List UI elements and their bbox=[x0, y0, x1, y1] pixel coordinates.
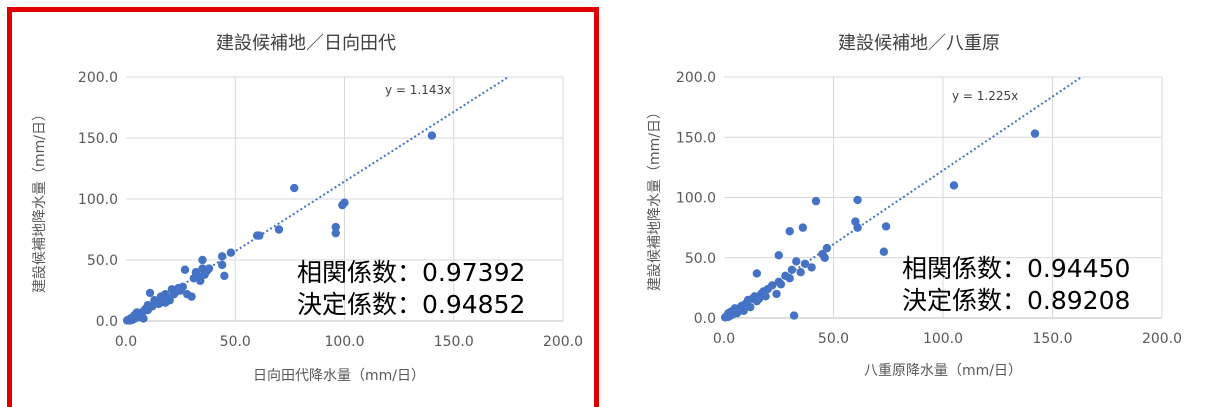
y-tick-label: 200.0 bbox=[78, 70, 118, 86]
x-tick-label: 50.0 bbox=[220, 334, 251, 350]
data-point bbox=[792, 257, 801, 266]
y-tick-label: 200.0 bbox=[676, 70, 716, 86]
data-point bbox=[853, 223, 862, 232]
chart-title: 建設候補地／日向田代 bbox=[216, 33, 396, 54]
data-point bbox=[145, 288, 155, 298]
correlation-coefficient: 相関係数：0.94450 bbox=[902, 254, 1130, 283]
x-tick-label: 100.0 bbox=[324, 334, 364, 350]
data-points bbox=[720, 129, 1040, 322]
data-point bbox=[789, 311, 799, 320]
chart-panel-hinata-tashiro: 建設候補地／日向田代 日向田代降水量（mm/日） 建設候補地降水量（mm/日） … bbox=[7, 7, 599, 407]
data-point bbox=[187, 292, 196, 301]
data-points bbox=[122, 131, 437, 325]
y-tick-label: 150.0 bbox=[78, 131, 118, 147]
determination-coefficient: 決定係数：0.94852 bbox=[297, 290, 525, 319]
data-point bbox=[1030, 129, 1040, 138]
determination-coefficient: 決定係数：0.89208 bbox=[902, 286, 1130, 315]
trendline-equation: y = 1.225x bbox=[952, 89, 1018, 103]
highlight-frame bbox=[7, 7, 599, 407]
y-tick-label: 0.0 bbox=[96, 314, 118, 330]
data-point bbox=[761, 292, 770, 301]
scatter-chart-yaehara: 建設候補地／八重原 八重原降水量（mm/日） 建設候補地降水量（mm/日） y … bbox=[647, 33, 1182, 379]
data-point bbox=[822, 243, 832, 253]
x-tick-label: 100.0 bbox=[923, 331, 963, 347]
data-point bbox=[746, 302, 755, 312]
y-axis-label: 建設候補地降水量（mm/日） bbox=[647, 105, 663, 291]
data-point bbox=[274, 225, 284, 234]
correlation-coefficient: 相関係数：0.97392 bbox=[297, 258, 525, 287]
data-point bbox=[879, 247, 889, 256]
data-point bbox=[180, 265, 190, 274]
data-point bbox=[220, 271, 229, 281]
data-point bbox=[217, 260, 227, 270]
data-point bbox=[787, 265, 797, 274]
data-point bbox=[331, 228, 340, 238]
data-point bbox=[785, 274, 794, 283]
data-point bbox=[196, 276, 205, 285]
data-point bbox=[853, 195, 862, 205]
y-tick-label: 50.0 bbox=[685, 251, 716, 267]
y-tick-label: 150.0 bbox=[676, 130, 716, 146]
data-point bbox=[290, 183, 299, 193]
data-point bbox=[427, 131, 437, 140]
data-point bbox=[198, 255, 207, 265]
data-point bbox=[165, 296, 174, 305]
y-tick-label: 100.0 bbox=[78, 192, 118, 208]
x-tick-label: 50.0 bbox=[818, 331, 849, 347]
trendline-equation: y = 1.143x bbox=[385, 83, 451, 97]
x-tick-label: 0.0 bbox=[713, 331, 735, 347]
data-point bbox=[798, 223, 808, 232]
data-point bbox=[340, 198, 349, 207]
chart-panel-yaehara: 建設候補地／八重原 八重原降水量（mm/日） 建設候補地降水量（mm/日） y … bbox=[612, 0, 1208, 405]
x-tick-label: 150.0 bbox=[1032, 331, 1072, 347]
x-axis-label: 日向田代降水量（mm/日） bbox=[253, 368, 425, 384]
data-point bbox=[139, 314, 148, 323]
data-point bbox=[881, 222, 891, 231]
data-point bbox=[217, 252, 227, 261]
data-point bbox=[796, 268, 805, 277]
data-point bbox=[178, 282, 188, 292]
x-axis-label: 八重原降水量（mm/日） bbox=[864, 363, 1022, 379]
trendline bbox=[125, 76, 509, 322]
data-point bbox=[811, 196, 821, 206]
data-point bbox=[772, 289, 781, 299]
x-tick-label: 0.0 bbox=[115, 334, 137, 350]
data-point bbox=[807, 263, 816, 272]
x-tick-label: 150.0 bbox=[434, 334, 474, 350]
data-point bbox=[776, 280, 786, 289]
data-point bbox=[331, 222, 340, 232]
data-point bbox=[949, 181, 959, 190]
data-point bbox=[204, 264, 214, 273]
x-tick-label: 200.0 bbox=[543, 334, 583, 350]
scatter-chart-hinata-tashiro: 建設候補地／日向田代 日向田代降水量（mm/日） 建設候補地降水量（mm/日） … bbox=[32, 33, 583, 384]
data-point bbox=[774, 251, 783, 260]
data-point bbox=[739, 306, 748, 315]
data-point bbox=[752, 269, 762, 278]
y-tick-label: 100.0 bbox=[676, 191, 716, 207]
y-tick-label: 0.0 bbox=[694, 311, 716, 327]
chart-title: 建設候補地／八重原 bbox=[838, 33, 1000, 54]
data-point bbox=[820, 253, 829, 262]
y-tick-label: 50.0 bbox=[87, 253, 118, 269]
data-point bbox=[785, 227, 794, 236]
x-tick-label: 200.0 bbox=[1142, 331, 1182, 347]
y-axis-label: 建設候補地降水量（mm/日） bbox=[32, 107, 48, 293]
